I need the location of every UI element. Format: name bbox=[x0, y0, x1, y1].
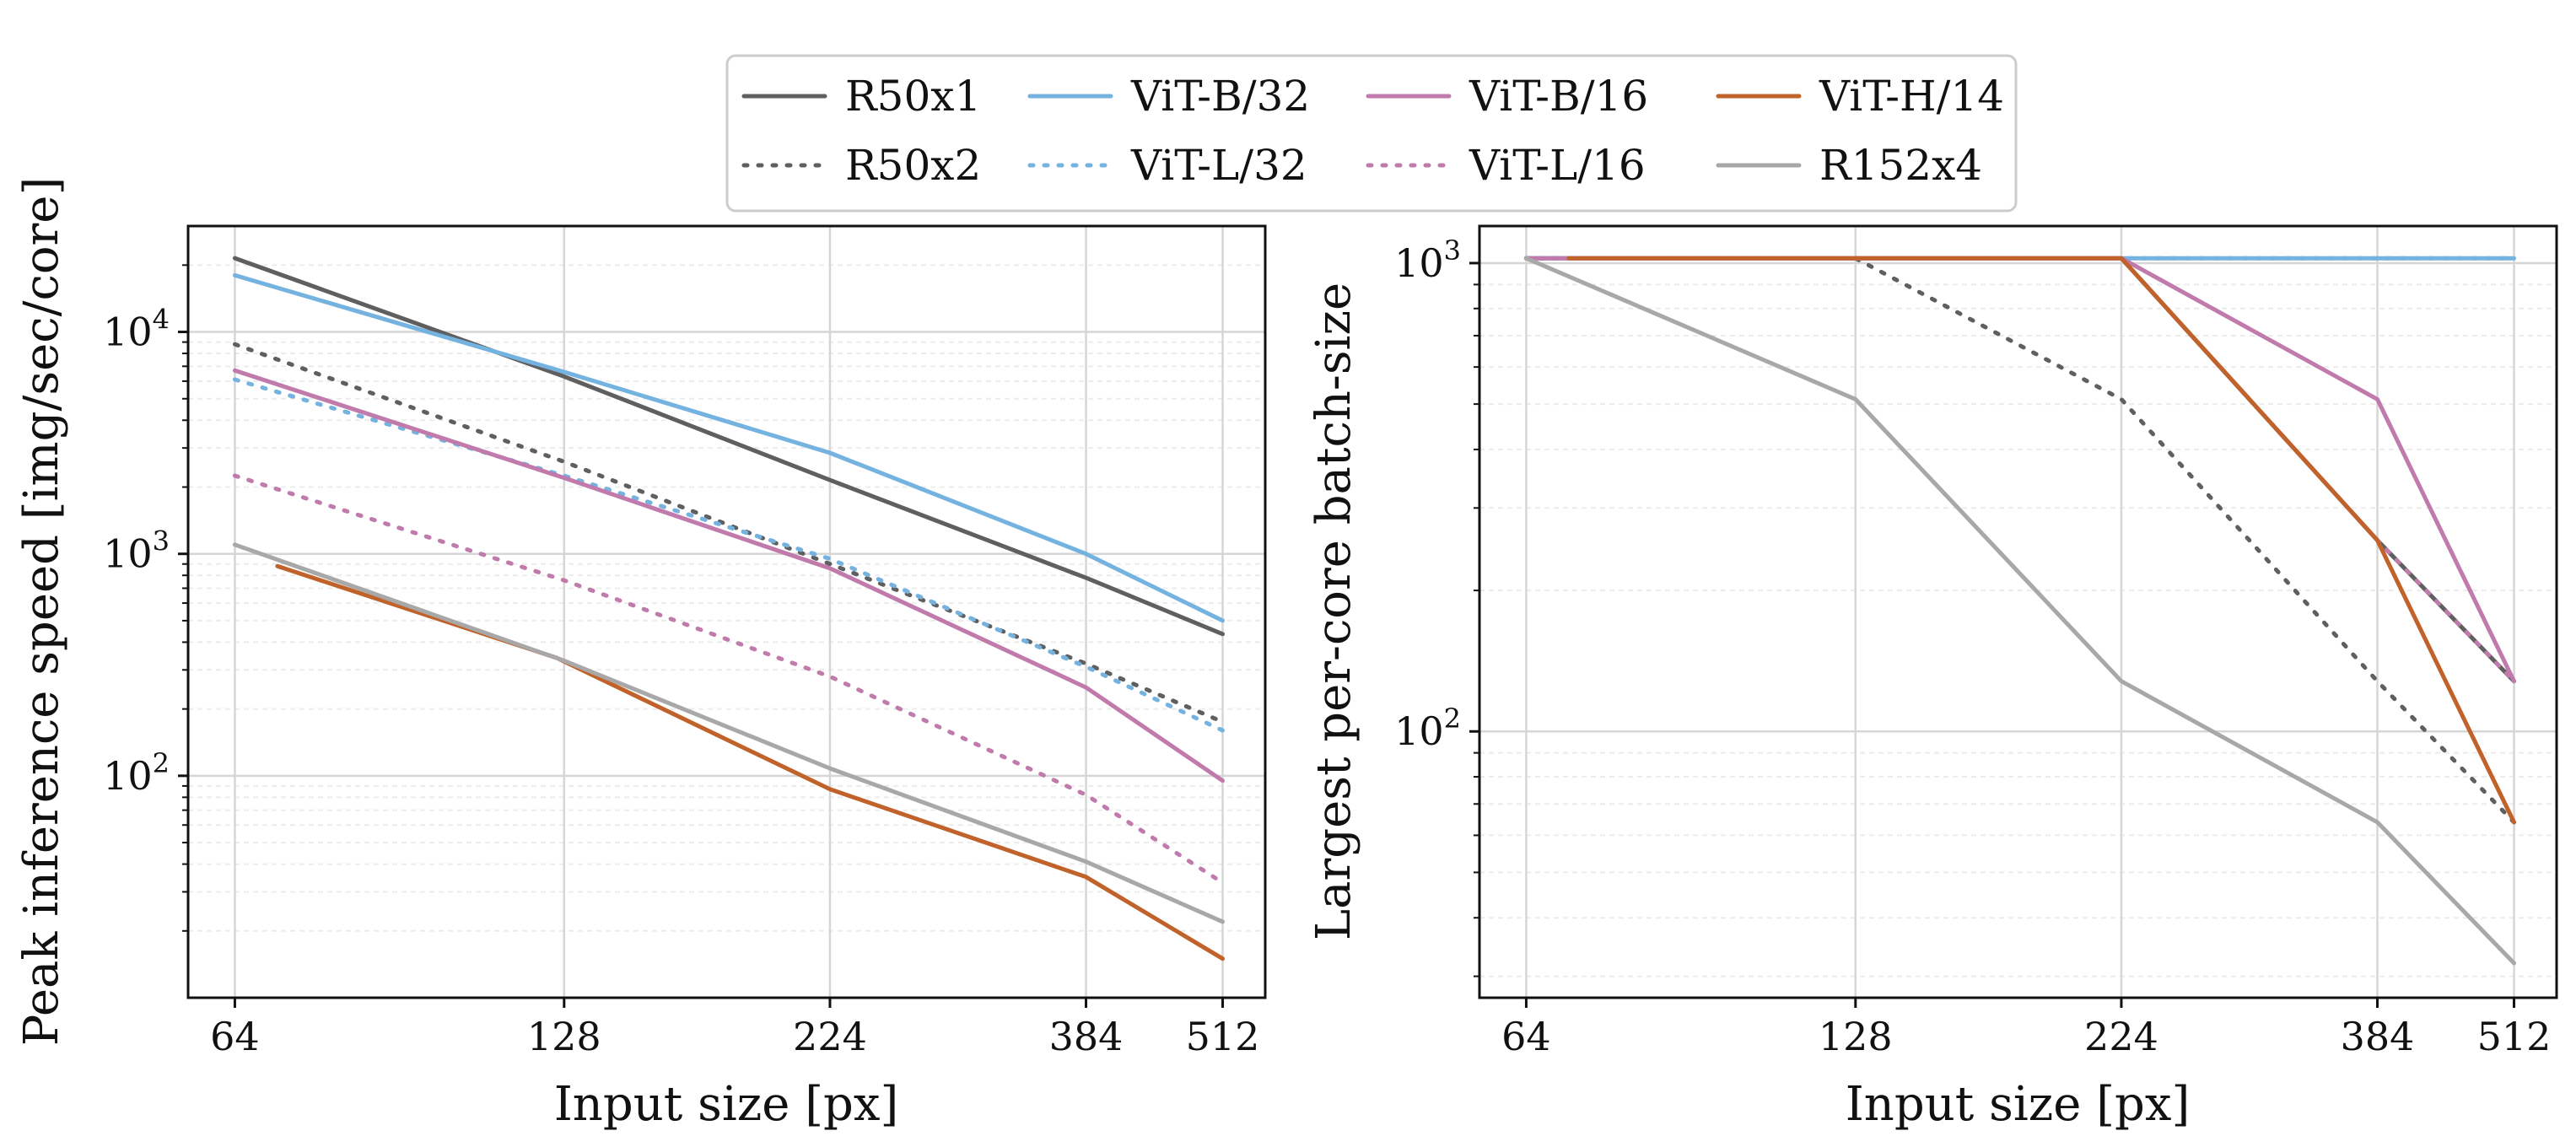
right-x-tick-label: 128 bbox=[1819, 1014, 1893, 1059]
legend-label: ViT-H/14 bbox=[1819, 72, 2004, 121]
legend-items: R50x1 R50x2 ViT-B/32 ViT-L/32 ViT-B/16 ViT-L/… bbox=[741, 72, 2004, 190]
right-plot-background bbox=[1479, 226, 2557, 998]
right-series-vit-h-14 bbox=[1566, 256, 2516, 825]
left-series-vit-l-16 bbox=[232, 473, 1225, 886]
left-x-tick-label: 512 bbox=[1186, 1014, 1260, 1059]
legend-label: R50x1 bbox=[845, 72, 981, 121]
left-y-tick-label: 103 bbox=[103, 525, 170, 577]
right-y-axis-title: Largest per-core batch-size bbox=[1307, 283, 1361, 940]
legend-label: R152x4 bbox=[1819, 141, 1982, 190]
right-x-axis-title: Input size [px] bbox=[1846, 1077, 2191, 1132]
right-y-tick-label: 102 bbox=[1394, 703, 1461, 754]
tick-exponent: 3 bbox=[153, 525, 170, 557]
tick-exponent: 3 bbox=[1444, 234, 1461, 267]
left-series-r50x1 bbox=[232, 256, 1225, 637]
tick-exponent: 2 bbox=[1444, 703, 1461, 735]
legend-item-vit-l-32: ViT-L/32 bbox=[1027, 141, 1307, 190]
right-series bbox=[1523, 256, 2516, 966]
left-series-r152x4 bbox=[232, 542, 1225, 924]
tick-base: 10 bbox=[1394, 240, 1444, 286]
legend-label: ViT-B/16 bbox=[1469, 72, 1648, 121]
right-grid bbox=[1479, 226, 2557, 998]
tick-base: 10 bbox=[103, 531, 153, 577]
legend-item-r152x4: R152x4 bbox=[1716, 141, 1982, 190]
right-minor-grid bbox=[1479, 283, 2557, 977]
left-x-axis-title: Input size [px] bbox=[554, 1077, 899, 1132]
legend-label: ViT-L/16 bbox=[1469, 141, 1646, 190]
tick-base: 10 bbox=[103, 310, 153, 355]
right-x-tick-label: 384 bbox=[2341, 1014, 2415, 1059]
left-series bbox=[232, 256, 1225, 961]
left-series-r50x2 bbox=[232, 342, 1225, 724]
left-minor-grid bbox=[188, 264, 1265, 932]
left-y-tick-label: 104 bbox=[103, 304, 170, 355]
left-y-axis-title: Peak inference speed [img/sec/core] bbox=[14, 177, 69, 1047]
legend: R50x1 R50x2 ViT-B/32 ViT-L/32 ViT-B/16 ViT-L/… bbox=[725, 54, 2018, 213]
left-x-tick-label: 224 bbox=[793, 1014, 867, 1059]
legend-item-vit-h-14: ViT-H/14 bbox=[1716, 72, 2004, 121]
right-x-tick-label: 224 bbox=[2084, 1014, 2158, 1059]
legend-label: R50x2 bbox=[845, 141, 981, 190]
left-plot-frame bbox=[186, 224, 1267, 999]
right-plot-frame bbox=[1478, 224, 2558, 999]
left-x-tick-label: 128 bbox=[527, 1014, 601, 1059]
right-x-tick-label: 512 bbox=[2477, 1014, 2552, 1059]
legend-item-vit-l-16: ViT-L/16 bbox=[1366, 141, 1646, 190]
left-y-tick-label: 102 bbox=[103, 747, 170, 799]
tick-base: 10 bbox=[103, 753, 153, 799]
tick-exponent: 4 bbox=[153, 304, 170, 336]
left-x-tick-label: 64 bbox=[210, 1014, 260, 1059]
right-y-tick-label: 103 bbox=[1394, 234, 1461, 286]
legend-item-r50x1: R50x1 bbox=[741, 72, 981, 121]
right-series-r152x4 bbox=[1523, 256, 2516, 966]
left-series-vit-b-16 bbox=[232, 368, 1225, 784]
left-series-vit-b-32 bbox=[232, 272, 1225, 623]
legend-item-vit-b-32: ViT-B/32 bbox=[1027, 72, 1310, 121]
legend-item-r50x2: R50x2 bbox=[741, 141, 981, 190]
left-x-tick-label: 384 bbox=[1049, 1014, 1124, 1059]
tick-exponent: 2 bbox=[153, 747, 170, 779]
tick-base: 10 bbox=[1394, 708, 1444, 754]
legend-label: ViT-B/32 bbox=[1130, 72, 1310, 121]
legend-label: ViT-L/32 bbox=[1130, 141, 1307, 190]
right-x-tick-label: 64 bbox=[1501, 1014, 1551, 1059]
legend-item-vit-b-16: ViT-B/16 bbox=[1366, 72, 1648, 121]
